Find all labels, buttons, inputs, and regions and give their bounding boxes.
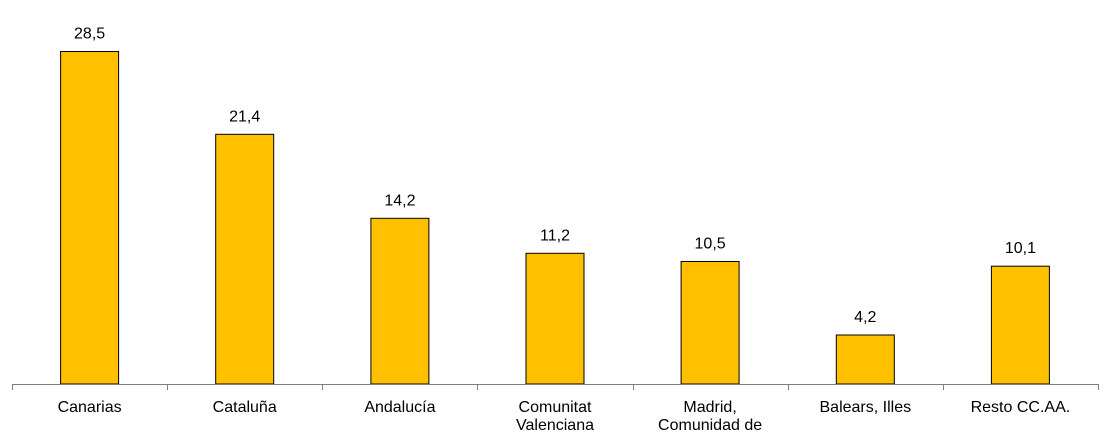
bar-value-label: 10,5 <box>695 236 726 253</box>
category-label: Cataluña <box>213 399 277 416</box>
category-label: Andalucía <box>364 399 435 416</box>
bar <box>60 51 120 385</box>
bar <box>215 133 275 385</box>
category-label: Comunitat Valenciana <box>516 399 594 434</box>
bar-value-label: 14,2 <box>384 192 415 209</box>
category-label-line: Cataluña <box>213 399 277 416</box>
bars-layer <box>60 51 1050 385</box>
bar <box>525 252 585 385</box>
bar-value-label: 4,2 <box>854 309 876 326</box>
category-labels: Canarias Cataluña Andalucía Comunitat Valenc… <box>58 399 1071 434</box>
bar-value-label: 11,2 <box>540 227 570 244</box>
category-label-line: Comunidad de <box>658 417 762 434</box>
category-label-line: Madrid, <box>683 399 736 416</box>
category-label: Resto CC.AA. <box>971 399 1071 416</box>
category-label: Madrid, Comunidad de <box>658 399 762 434</box>
category-label-line: Balears, Illes <box>820 399 912 416</box>
value-labels: 28,5 21,4 14,2 11,2 10,5 4,2 10,1 <box>74 26 1036 327</box>
bar-value-label: 21,4 <box>229 108 260 125</box>
category-label: Canarias <box>58 399 122 416</box>
bar-value-label: 28,5 <box>74 26 105 43</box>
bar-value-label: 10,1 <box>1005 240 1036 257</box>
category-label-line: Valenciana <box>516 417 594 434</box>
category-label: Balears, Illes <box>820 399 912 416</box>
category-label-line: Canarias <box>58 399 122 416</box>
bar <box>370 217 430 385</box>
category-label-line: Andalucía <box>364 399 435 416</box>
bar <box>835 334 895 385</box>
bar <box>990 265 1050 385</box>
category-label-line: Resto CC.AA. <box>971 399 1071 416</box>
category-label-line: Comunitat <box>519 399 592 416</box>
bar <box>680 261 740 385</box>
